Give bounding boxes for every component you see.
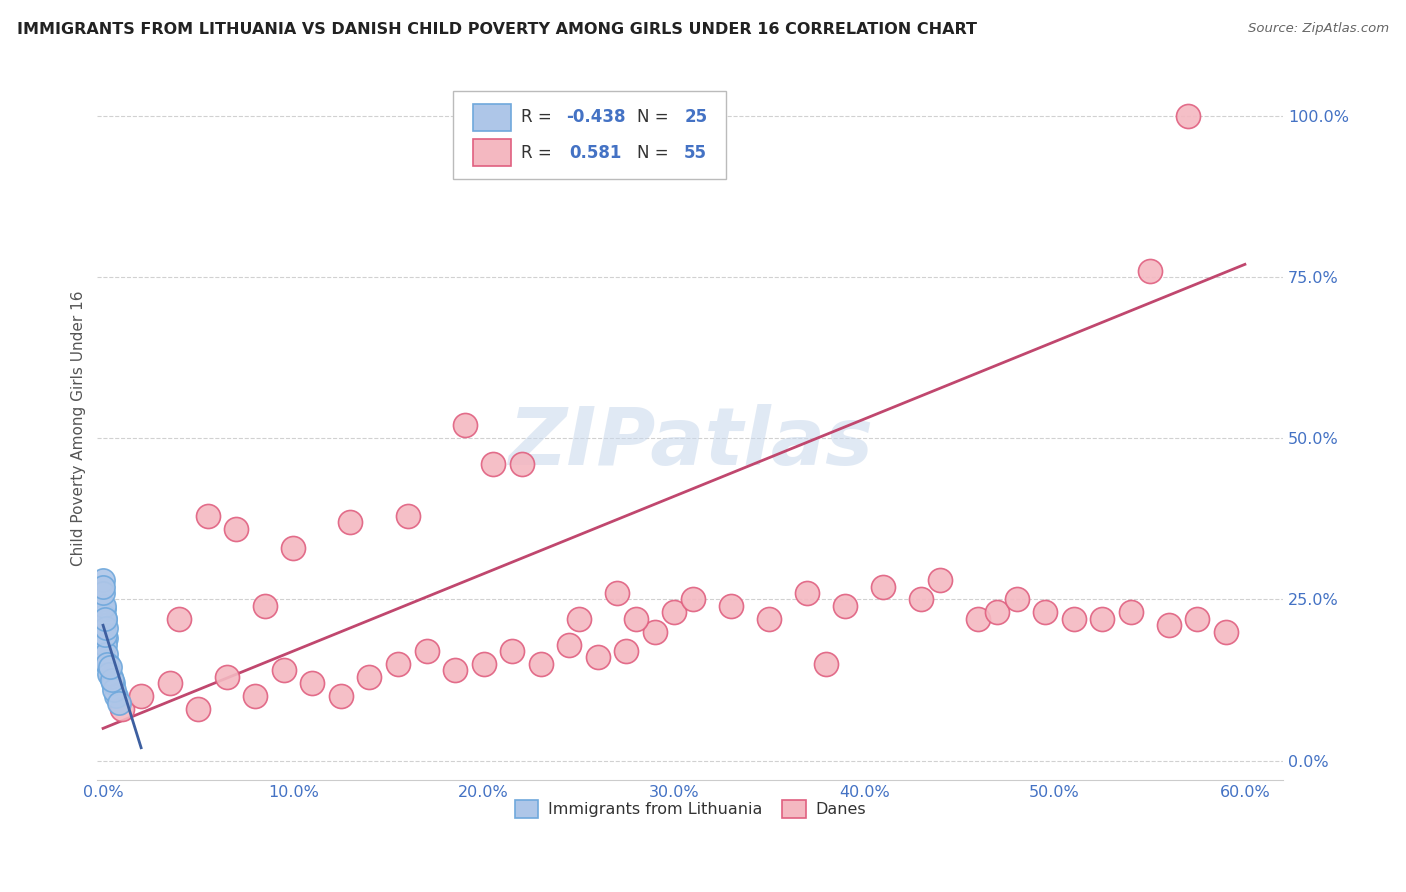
Point xyxy=(103,682,125,697)
Point xyxy=(834,599,856,613)
Text: 55: 55 xyxy=(685,144,707,161)
Point xyxy=(1215,624,1237,639)
Point xyxy=(93,602,115,616)
Text: N =: N = xyxy=(637,144,673,161)
Point xyxy=(872,580,894,594)
Point xyxy=(558,638,581,652)
Point xyxy=(283,541,305,555)
Point xyxy=(682,592,704,607)
Text: R =: R = xyxy=(520,109,557,127)
Point xyxy=(396,508,419,523)
Point xyxy=(97,657,120,671)
Point xyxy=(530,657,553,671)
Point xyxy=(1139,264,1161,278)
Point xyxy=(187,702,209,716)
Point xyxy=(662,606,685,620)
Point xyxy=(501,644,523,658)
Point xyxy=(159,676,181,690)
Point xyxy=(510,457,533,471)
Text: R =: R = xyxy=(520,144,562,161)
Legend: Immigrants from Lithuania, Danes: Immigrants from Lithuania, Danes xyxy=(508,793,872,825)
Point xyxy=(986,606,1008,620)
Point xyxy=(482,457,505,471)
Point xyxy=(444,664,467,678)
Point xyxy=(1119,606,1142,620)
Point xyxy=(273,664,295,678)
Point xyxy=(93,615,115,629)
Point xyxy=(472,657,495,671)
Text: Source: ZipAtlas.com: Source: ZipAtlas.com xyxy=(1249,22,1389,36)
Point xyxy=(1063,612,1085,626)
Point xyxy=(93,612,115,626)
Point xyxy=(644,624,666,639)
Point xyxy=(910,592,932,607)
Point xyxy=(253,599,276,613)
Point xyxy=(97,666,120,681)
Text: 25: 25 xyxy=(685,109,707,127)
Point xyxy=(215,670,238,684)
Text: -0.438: -0.438 xyxy=(565,109,626,127)
Point xyxy=(815,657,838,671)
Text: IMMIGRANTS FROM LITHUANIA VS DANISH CHILD POVERTY AMONG GIRLS UNDER 16 CORRELATI: IMMIGRANTS FROM LITHUANIA VS DANISH CHIL… xyxy=(17,22,977,37)
Point xyxy=(1005,592,1028,607)
Point xyxy=(245,689,267,703)
FancyBboxPatch shape xyxy=(474,139,512,166)
Point xyxy=(758,612,780,626)
Point xyxy=(339,515,361,529)
Point xyxy=(98,660,121,674)
Point xyxy=(100,670,122,684)
Point xyxy=(616,644,638,658)
Point xyxy=(720,599,742,613)
Point xyxy=(197,508,219,523)
Point xyxy=(1177,109,1199,123)
Point xyxy=(167,612,190,626)
Point xyxy=(94,631,117,645)
Point xyxy=(129,689,152,703)
Point xyxy=(1033,606,1056,620)
Point xyxy=(91,586,114,600)
Point xyxy=(453,418,475,433)
Point xyxy=(111,702,134,716)
Point xyxy=(1187,612,1209,626)
Point xyxy=(586,650,609,665)
Point xyxy=(100,673,122,687)
Point xyxy=(93,618,115,632)
Point xyxy=(387,657,409,671)
Point xyxy=(94,628,117,642)
Point xyxy=(359,670,381,684)
Point xyxy=(94,622,117,636)
Point xyxy=(415,644,437,658)
Point xyxy=(93,608,115,623)
Point xyxy=(568,612,591,626)
Point xyxy=(96,657,118,671)
Point xyxy=(105,689,128,703)
Point xyxy=(624,612,647,626)
Point xyxy=(101,676,124,690)
Point xyxy=(929,573,952,587)
Point xyxy=(796,586,818,600)
Point xyxy=(1091,612,1114,626)
Point xyxy=(93,580,115,594)
Text: 0.581: 0.581 xyxy=(569,144,621,161)
Point xyxy=(93,599,115,613)
Text: N =: N = xyxy=(637,109,673,127)
Point xyxy=(96,647,118,661)
Point xyxy=(606,586,628,600)
Point xyxy=(94,612,117,626)
Text: ZIPatlas: ZIPatlas xyxy=(508,404,873,482)
Y-axis label: Child Poverty Among Girls Under 16: Child Poverty Among Girls Under 16 xyxy=(72,291,86,566)
Point xyxy=(301,676,323,690)
Point xyxy=(1157,618,1180,632)
FancyBboxPatch shape xyxy=(474,104,512,131)
FancyBboxPatch shape xyxy=(453,92,725,179)
Point xyxy=(93,573,115,587)
Point xyxy=(967,612,990,626)
Point xyxy=(329,689,352,703)
Point xyxy=(225,522,247,536)
Point xyxy=(94,638,117,652)
Point xyxy=(108,696,131,710)
